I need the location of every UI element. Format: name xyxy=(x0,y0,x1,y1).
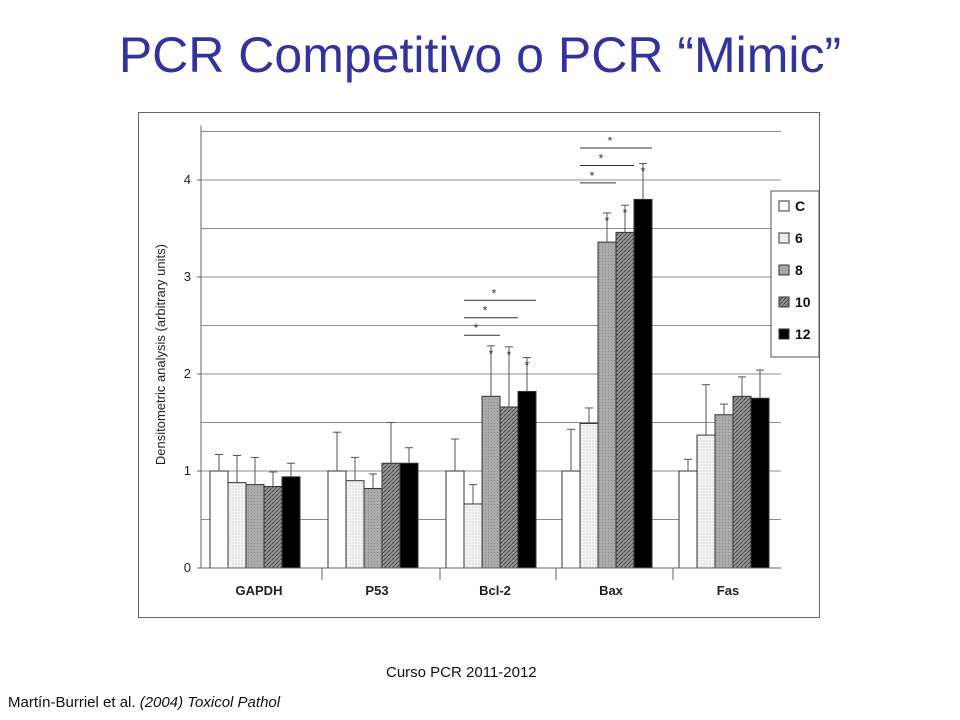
y-axis-title: Densitometric analysis (arbitrary units) xyxy=(153,244,168,465)
bar-p53-12 xyxy=(399,462,419,569)
significance-star: * xyxy=(641,165,646,179)
legend-swatch-C xyxy=(778,200,790,212)
bar-fas-8 xyxy=(714,414,734,569)
bar-bcl2-12 xyxy=(517,390,537,569)
significance-star: * xyxy=(599,151,604,165)
y-tick-label: 3 xyxy=(184,269,191,284)
bar-gapdh-8 xyxy=(245,484,265,569)
bar-bcl2-8 xyxy=(481,395,501,569)
citation: Martín-Burriel et al. (2004) Toxicol Pat… xyxy=(8,694,280,711)
legend-swatch-10 xyxy=(778,296,790,308)
significance-star: * xyxy=(483,304,488,318)
bar-bcl2-10 xyxy=(499,406,519,569)
legend-swatch-12 xyxy=(778,328,790,340)
bar-fas-C xyxy=(678,470,698,569)
bar-bax-6 xyxy=(579,422,599,569)
significance-star: * xyxy=(474,321,479,335)
significance-star: * xyxy=(507,348,512,362)
chart-frame: * * * * * * * * * * * * 0 1 2 3 4 Densitometric analysis… xyxy=(138,112,820,618)
y-tick-label: 1 xyxy=(184,463,191,478)
bar-p53-10 xyxy=(381,462,401,569)
citation-source: (2004) Toxicol Pathol xyxy=(139,694,281,711)
significance-star: * xyxy=(525,359,530,373)
legend-label-8: 8 xyxy=(795,262,803,278)
bar-fas-12 xyxy=(750,397,770,569)
significance-star: * xyxy=(489,347,494,361)
bar-gapdh-12 xyxy=(281,476,301,569)
significance-star: * xyxy=(492,286,497,300)
bar-fas-6 xyxy=(696,434,716,569)
legend-label-C: C xyxy=(795,198,805,214)
citation-authors: Martín-Burriel et al. xyxy=(8,694,136,711)
bar-p53-6 xyxy=(345,480,365,569)
x-tick-label: GAPDH xyxy=(236,583,283,598)
x-tick-label: Bax xyxy=(599,583,624,598)
bar-fas-10 xyxy=(732,395,752,569)
y-tick-label: 0 xyxy=(184,560,191,575)
bar-p53-8 xyxy=(363,487,383,569)
x-tick-label: Bcl-2 xyxy=(479,583,511,598)
significance-star: * xyxy=(608,134,613,148)
legend-label-6: 6 xyxy=(795,230,803,246)
x-tick-label: P53 xyxy=(365,583,388,598)
bar-bax-12 xyxy=(633,198,653,569)
bar-p53-C xyxy=(327,470,347,569)
bar-bax-8 xyxy=(597,241,617,569)
slide-title: PCR Competitivo o PCR “Mimic” xyxy=(118,27,842,83)
legend-label-10: 10 xyxy=(795,294,811,310)
bar-gapdh-10 xyxy=(263,486,283,569)
legend-swatch-8 xyxy=(778,264,790,276)
slide-footer: Curso PCR 2011-2012 xyxy=(386,664,537,681)
significance-star: * xyxy=(623,206,628,220)
x-tick-label: Fas xyxy=(717,583,739,598)
bar-gapdh-C xyxy=(209,470,229,569)
bar-gapdh-6 xyxy=(227,482,247,569)
bar-bcl2-6 xyxy=(463,503,483,569)
legend-swatch-6 xyxy=(778,232,790,244)
bar-bax-10 xyxy=(615,231,635,569)
y-tick-label: 2 xyxy=(184,366,191,381)
legend-label-12: 12 xyxy=(795,326,811,342)
bar-bcl2-C xyxy=(445,470,465,569)
significance-star: * xyxy=(590,169,595,183)
y-tick-label: 4 xyxy=(184,172,191,187)
significance-star: * xyxy=(605,214,610,228)
bar-bax-C xyxy=(561,470,581,569)
